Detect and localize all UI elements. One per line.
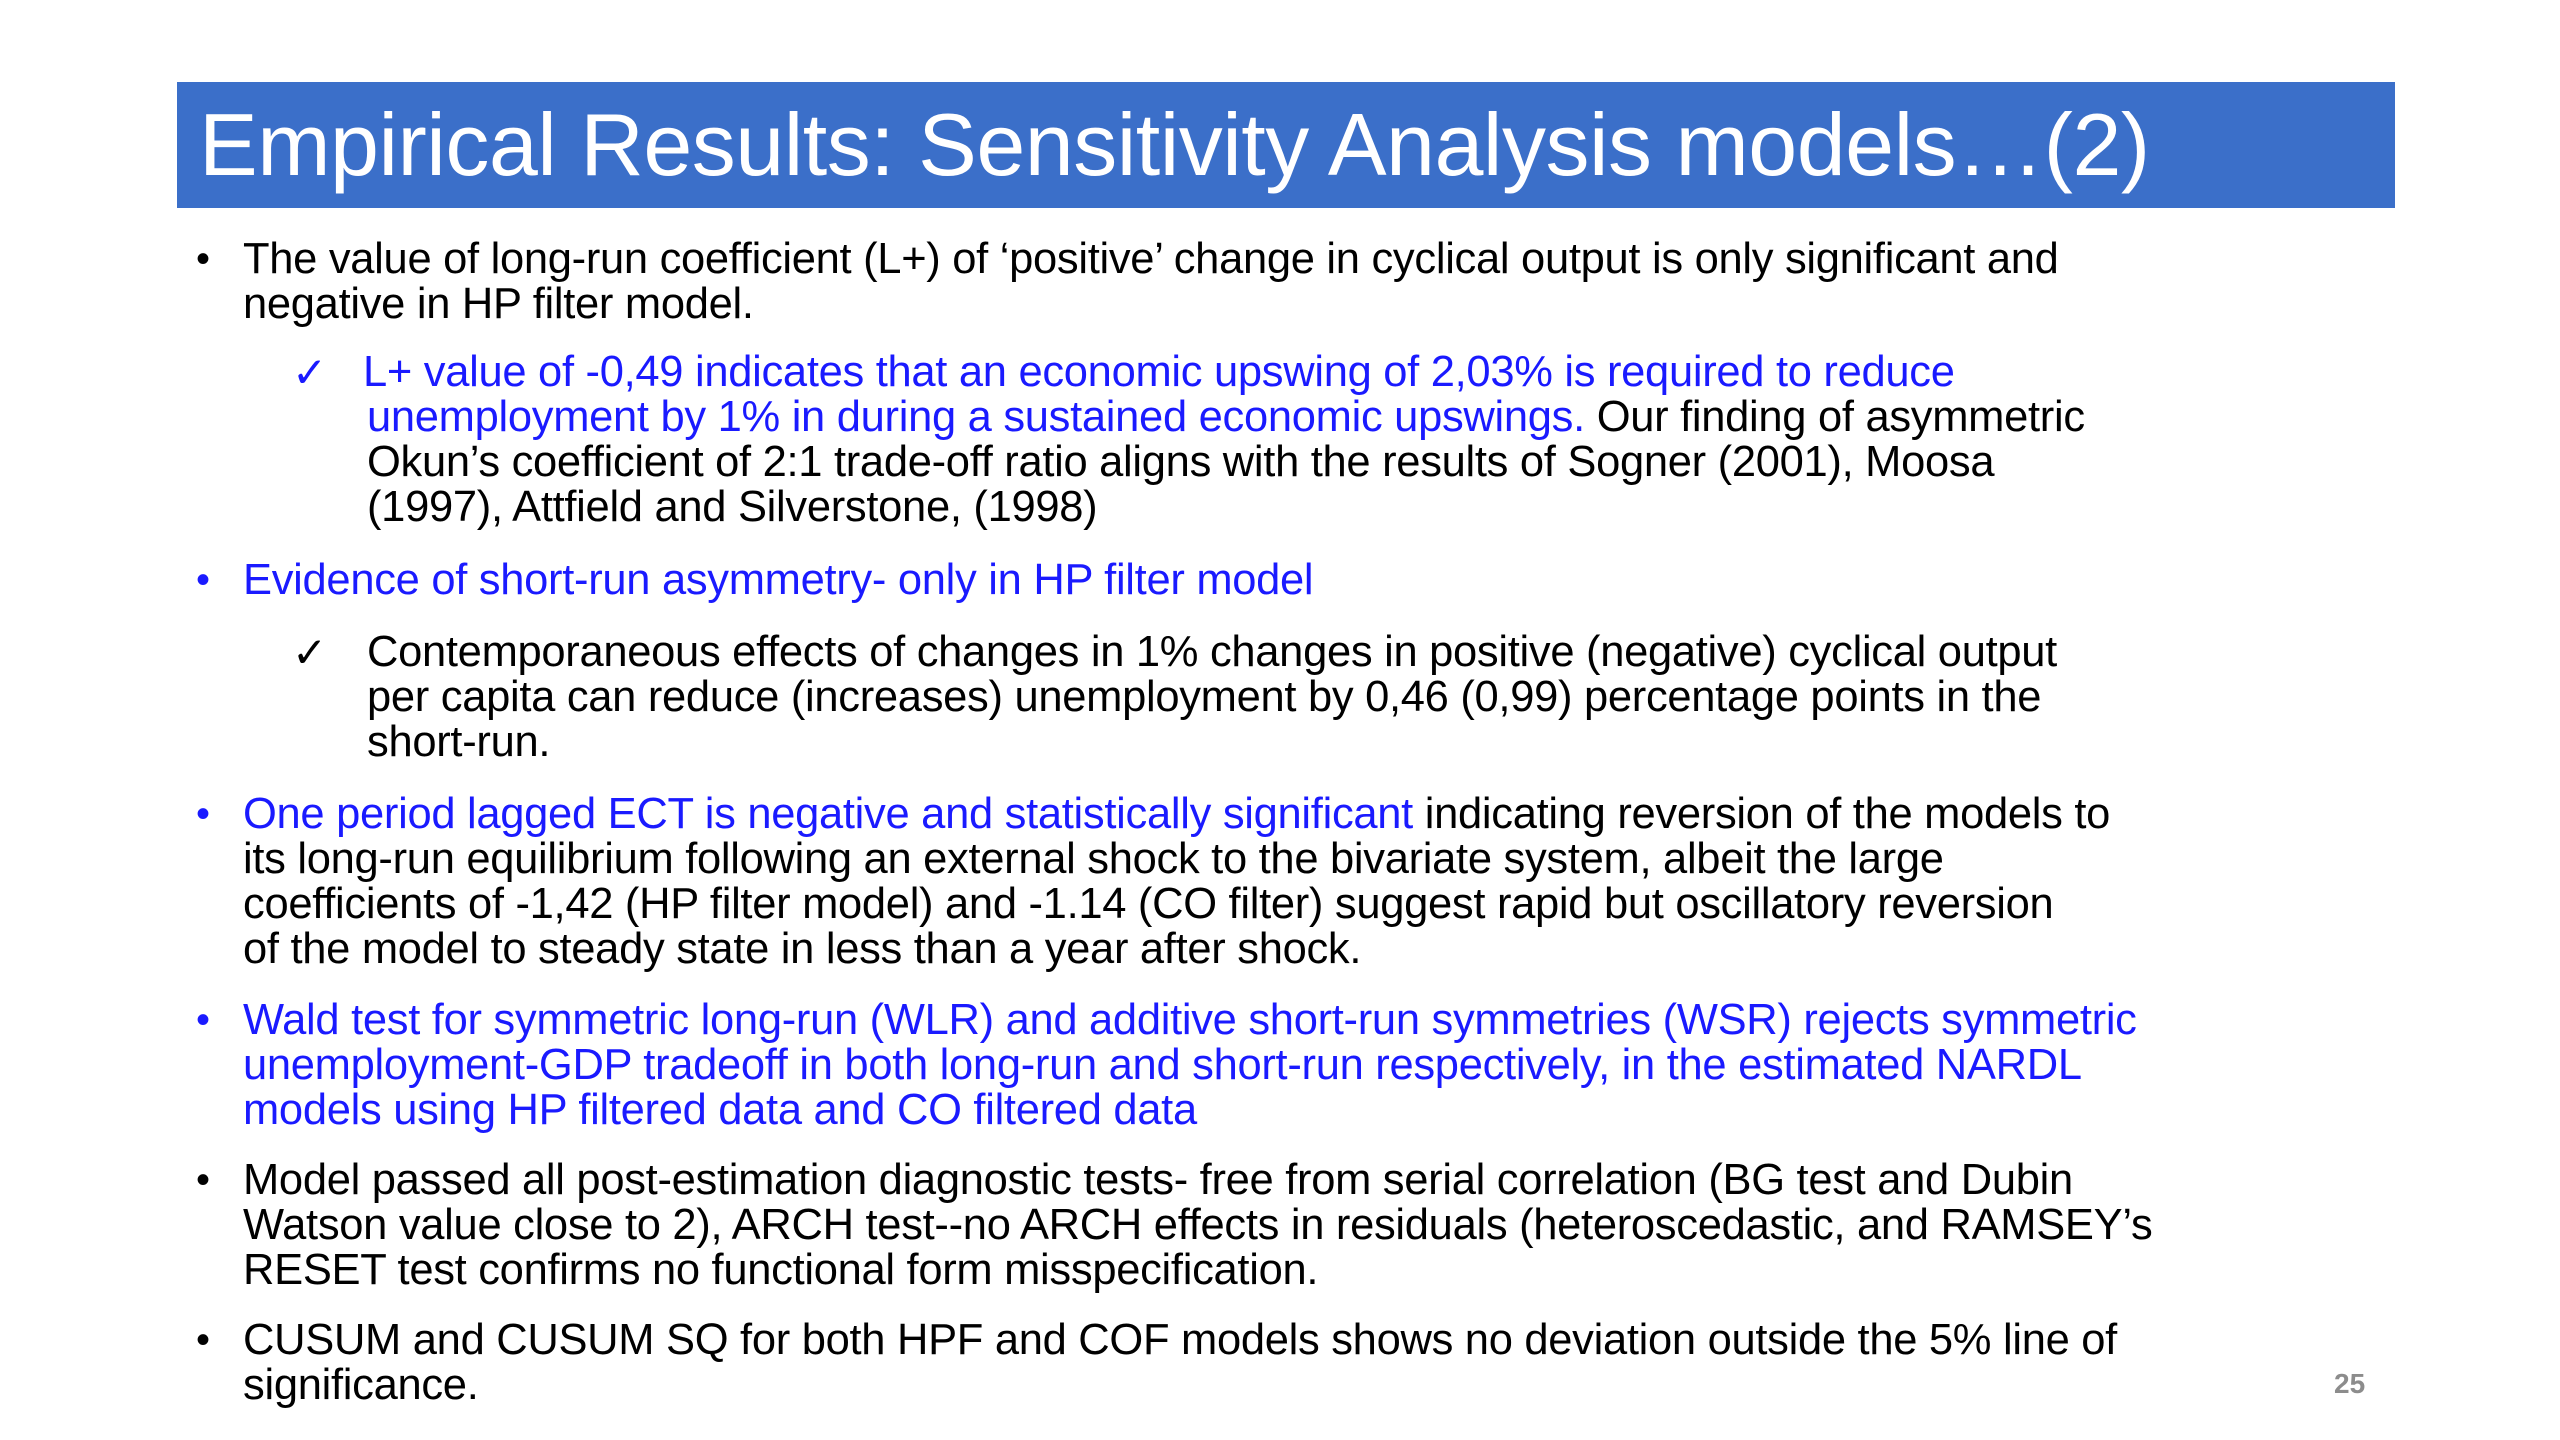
sub-line: per capita can reduce (increases) unempl…	[367, 673, 2042, 721]
bullet-line: CUSUM and CUSUM SQ for both HPF and COF …	[243, 1316, 2117, 1364]
checkmark-icon: ✓	[292, 348, 327, 397]
sub-line-normal: Our finding of asymmetric	[1584, 393, 2085, 441]
sub-line: short-run.	[367, 718, 551, 766]
bullet-line: The value of long-run coefficient (L+) o…	[243, 235, 2059, 283]
bullet-line: Watson value close to 2), ARCH test--no …	[243, 1201, 2153, 1249]
bullet-icon: •	[196, 1158, 210, 1202]
bullet-line: its long-run equilibrium following an ex…	[243, 835, 1944, 883]
bullet-line: significance.	[243, 1361, 479, 1409]
bullet-line: Evidence of short-run asymmetry- only in…	[243, 556, 1314, 604]
bullet-icon: •	[196, 1318, 210, 1362]
checkmark-icon: ✓	[292, 628, 327, 677]
bullet-line: Model passed all post-estimation diagnos…	[243, 1156, 2073, 1204]
sub-line: Okun’s coefficient of 2:1 trade-off rati…	[367, 438, 1995, 486]
sub-line: (1997), Attfield and Silverstone, (1998)	[367, 483, 1098, 531]
bullet-line-normal: indicating reversion of the models to	[1412, 790, 2111, 838]
bullet-line: coefficients of -1,42 (HP filter model) …	[243, 880, 2054, 928]
sub-line: Contemporaneous effects of changes in 1%…	[367, 628, 2057, 676]
bullet-line: of the model to steady state in less tha…	[243, 925, 1362, 973]
bullet-line: unemployment-GDP tradeoff in both long-r…	[243, 1041, 2082, 1089]
bullet-icon: •	[196, 237, 210, 281]
page-number: 25	[2334, 1368, 2366, 1399]
bullet-icon: •	[196, 792, 210, 836]
bullet-icon: •	[196, 558, 210, 602]
bullet-line-highlight: One period lagged ECT is negative and st…	[243, 790, 1413, 838]
bullet-line: negative in HP filter model.	[243, 280, 754, 328]
bullet-icon: •	[196, 998, 210, 1042]
bullet-line: Wald test for symmetric long-run (WLR) a…	[243, 996, 2137, 1044]
slide-title: Empirical Results: Sensitivity Analysis …	[199, 95, 2150, 194]
slide-title-bar: Empirical Results: Sensitivity Analysis …	[177, 82, 2395, 208]
sub-line: L+ value of -0,49 indicates that an econ…	[363, 348, 1955, 396]
bullet-line: RESET test confirms no functional form m…	[243, 1246, 1319, 1294]
bullet-line: models using HP filtered data and CO fil…	[243, 1086, 1197, 1134]
sub-line-highlight: unemployment by 1% in during a sustained…	[367, 393, 1585, 441]
